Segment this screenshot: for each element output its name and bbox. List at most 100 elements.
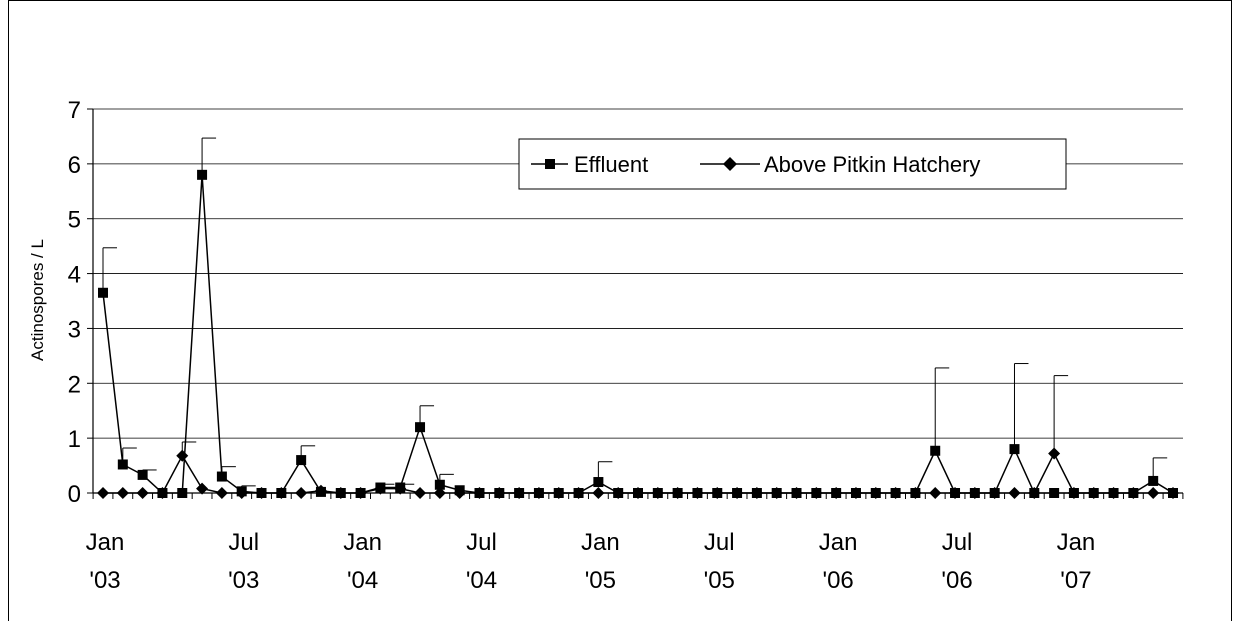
marker-s1-20: [493, 487, 506, 499]
marker-s1-8: [255, 487, 268, 499]
marker-s1-4: [176, 449, 189, 462]
marker-s1-37: [830, 487, 843, 499]
marker-s1-31: [711, 487, 724, 499]
y-tick-label-4: 4: [68, 262, 81, 289]
marker-s1-32: [731, 487, 744, 499]
legend-label-effluent: Effluent: [574, 152, 648, 177]
marker-s1-16: [414, 487, 427, 499]
marker-s1-54: [1167, 487, 1179, 499]
marker-s1-18: [453, 487, 466, 499]
y-tick-label-6: 6: [68, 152, 81, 179]
marker-s1-2: [136, 487, 149, 499]
x-tick-label-month-8: Jan: [1057, 529, 1096, 556]
marker-s1-12: [334, 487, 347, 499]
marker-s1-48: [1048, 447, 1061, 460]
marker-s0-16: [415, 422, 426, 433]
x-tick-label-month-2: Jan: [343, 529, 382, 556]
marker-s1-47: [1028, 487, 1041, 499]
y-tick-label-0: 0: [68, 481, 81, 508]
marker-s1-36: [810, 487, 823, 499]
y-tick-label-2: 2: [68, 371, 81, 398]
y-tick-label-1: 1: [68, 426, 81, 453]
error-bars: [102, 137, 1168, 492]
y-tick-label-7: 7: [68, 97, 81, 124]
marker-s0-48: [1049, 488, 1060, 498]
marker-s1-7: [235, 487, 248, 499]
marker-s0-53: [1148, 475, 1159, 486]
marker-s1-10: [295, 487, 308, 499]
y-tick-labels: 0 1 2 3 4 5 6 7: [68, 97, 81, 508]
marker-s1-28: [651, 487, 664, 499]
marker-s1-23: [552, 487, 565, 499]
x-tick-label-year-8: '07: [1060, 567, 1091, 594]
marker-s0-1: [117, 459, 128, 470]
marker-s0-5: [197, 169, 208, 180]
marker-s1-38: [849, 487, 862, 499]
x-tick-label-month-4: Jan: [581, 529, 620, 556]
marker-s1-22: [532, 487, 545, 499]
marker-s1-35: [790, 487, 803, 499]
marker-s1-43: [949, 487, 962, 499]
marker-s0-17: [434, 479, 445, 490]
marker-s1-53: [1147, 487, 1160, 499]
x-tick-label-month-5: Jul: [704, 529, 735, 556]
x-tick-label-year-3: '04: [466, 567, 497, 594]
marker-s1-14: [374, 482, 387, 495]
marker-s0-4: [177, 488, 188, 498]
marker-s1-34: [770, 487, 783, 499]
marker-s1-30: [691, 487, 704, 499]
x-tick-label-year-0: '03: [89, 567, 120, 594]
marker-s1-41: [909, 487, 922, 499]
marker-s0-42: [930, 445, 941, 456]
marker-s1-9: [275, 487, 288, 499]
y-tick-label-5: 5: [68, 207, 81, 234]
gridlines: [93, 108, 1183, 439]
marker-s1-13: [354, 487, 367, 499]
marker-s1-49: [1067, 487, 1080, 499]
marker-s0-0: [98, 287, 108, 298]
marker-s1-50: [1087, 487, 1100, 499]
marker-s1-33: [750, 487, 763, 499]
legend-marker-effluent: [545, 159, 555, 169]
marker-s1-46: [1008, 487, 1021, 499]
marker-s1-0: [97, 487, 109, 499]
legend: Effluent Above Pitkin Hatchery: [518, 138, 1067, 190]
marker-s0-10: [296, 455, 307, 466]
x-tick-label-year-7: '06: [941, 567, 972, 594]
x-tick-label-month-1: Jul: [228, 529, 259, 556]
marker-s1-15: [394, 482, 407, 495]
series-markers: [97, 169, 1179, 499]
legend-box: [518, 138, 1067, 190]
marker-s1-11: [314, 484, 327, 497]
marker-s1-52: [1127, 487, 1140, 499]
marker-s1-45: [988, 487, 1001, 499]
x-tick-label-year-4: '05: [585, 567, 616, 594]
marker-s1-21: [513, 487, 526, 499]
marker-s1-27: [632, 487, 644, 499]
x-tick-label-month-0: Jan: [86, 529, 125, 556]
x-tick-label-month-7: Jul: [942, 529, 973, 556]
marker-s1-42: [929, 487, 942, 499]
x-tick-labels: Jan '03 Jul '03 Jan '04 Jul '04 Jan '05 Jul '05 Jan '…: [86, 529, 1096, 594]
marker-s1-1: [116, 487, 129, 499]
marker-s1-19: [473, 487, 486, 499]
x-tick-label-month-6: Jan: [819, 529, 858, 556]
marker-s0-46: [1009, 444, 1020, 455]
legend-label-above-pitkin: Above Pitkin Hatchery: [764, 152, 980, 177]
x-tick-label-month-3: Jul: [466, 529, 497, 556]
marker-s0-6: [216, 471, 227, 482]
marker-s1-40: [889, 487, 902, 499]
marker-s1-25: [592, 487, 605, 499]
marker-s0-25: [593, 477, 604, 488]
marker-s1-5: [196, 482, 209, 495]
x-tick-label-year-6: '06: [823, 567, 854, 594]
x-tick-label-year-5: '05: [704, 567, 735, 594]
marker-s1-51: [1107, 487, 1120, 499]
marker-s1-17: [433, 487, 446, 499]
x-tick-label-year-2: '04: [347, 567, 378, 594]
marker-s1-3: [156, 487, 169, 499]
marker-s1-24: [572, 487, 585, 499]
marker-s1-44: [968, 487, 981, 499]
x-tick-label-year-1: '03: [228, 567, 259, 594]
